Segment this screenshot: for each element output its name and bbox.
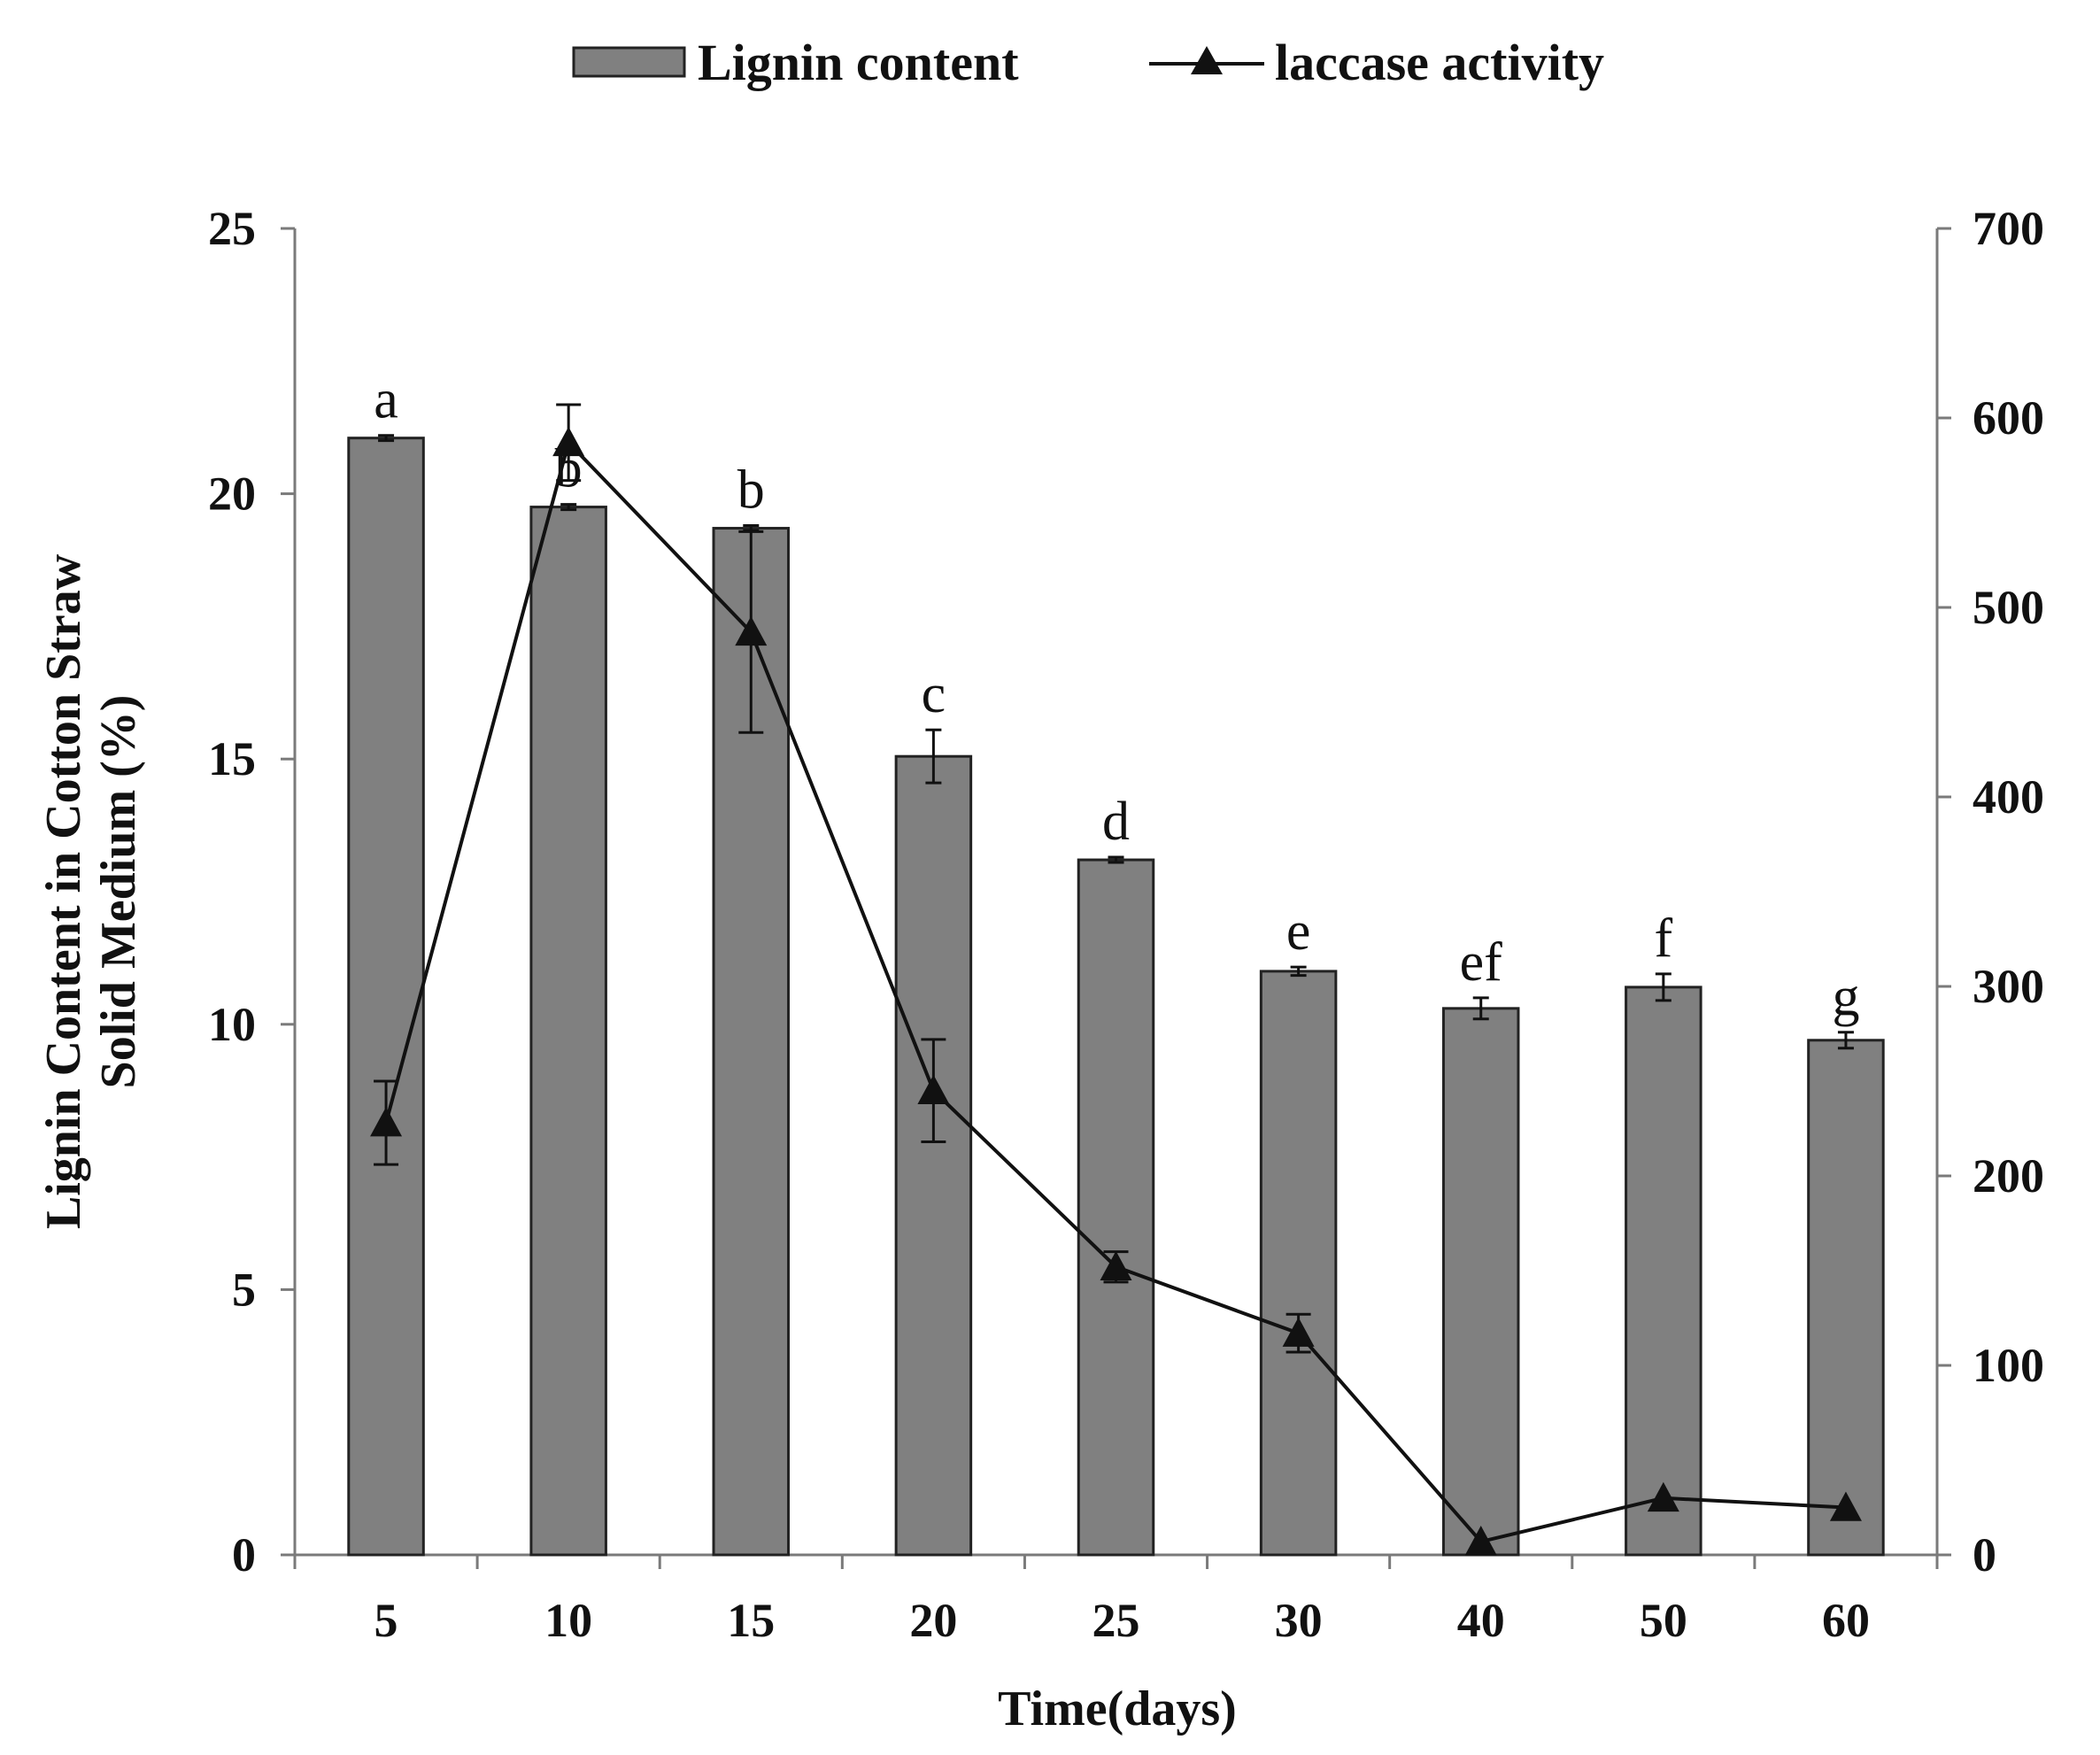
bar [529, 506, 607, 1557]
legend-bar-swatch [572, 46, 686, 78]
bar [1807, 1039, 1885, 1557]
left-y-tick-label: 10 [208, 998, 256, 1051]
bar [347, 437, 425, 1557]
left-y-tick-label: 25 [208, 202, 256, 255]
triangle-marker-icon [1829, 1491, 1862, 1521]
x-ticks: 5 10 15 20 25 30 40 50 60 [293, 1555, 1939, 1647]
right-y-tick-label: 200 [1973, 1149, 2044, 1202]
legend: Lignin content laccase activity [572, 34, 1604, 91]
y-axis-title-line-2: Solid Medium (%) [91, 695, 146, 1089]
significance-label: c [922, 664, 946, 724]
y-axis-title-line-1: Lignin Content in Cotton Straw [36, 553, 91, 1229]
right-y-tick-label: 100 [1973, 1339, 2044, 1392]
x-tick-label: 60 [1822, 1594, 1870, 1647]
significance-label: f [1655, 908, 1673, 969]
right-y-tick-label: 0 [1973, 1528, 1996, 1581]
triangle-marker-icon [1282, 1317, 1315, 1347]
bar [1077, 858, 1155, 1557]
left-y-tick-label: 0 [232, 1528, 256, 1581]
right-y-tick-label: 600 [1973, 391, 2044, 445]
left-y-tick-label: 5 [232, 1263, 256, 1316]
left-y-ticks: 0 5 10 15 20 25 [208, 202, 295, 1581]
bar [1259, 970, 1338, 1557]
x-tick-label: 5 [374, 1594, 398, 1647]
legend-bar-label: Lignin content [698, 34, 1019, 91]
significance-label: ef [1460, 932, 1503, 993]
triangle-marker-icon [1464, 1526, 1497, 1556]
significance-label: b [737, 460, 765, 521]
significance-label: e [1286, 901, 1311, 962]
x-tick-label: 40 [1457, 1594, 1505, 1647]
triangle-marker-icon [917, 1074, 950, 1104]
bar [1441, 1007, 1520, 1557]
right-y-tick-label: 700 [1973, 202, 2044, 255]
significance-label: d [1102, 792, 1130, 852]
triangle-marker-icon [370, 1107, 403, 1137]
triangle-marker-icon [1100, 1250, 1132, 1281]
right-y-tick-label: 500 [1973, 581, 2044, 634]
right-y-tick-label: 400 [1973, 770, 2044, 823]
significance-label: g [1832, 967, 1859, 1027]
legend-line-label: laccase activity [1275, 34, 1604, 91]
x-tick-label: 20 [909, 1594, 957, 1647]
triangle-marker-icon [735, 615, 768, 646]
x-tick-label: 10 [544, 1594, 592, 1647]
bar [894, 754, 973, 1557]
significance-label: a [374, 370, 398, 430]
x-axis-title: Time(days) [998, 1682, 1237, 1736]
x-tick-label: 25 [1092, 1594, 1140, 1647]
bar-series [347, 437, 1885, 1557]
right-y-ticks: 0 100 200 300 400 500 600 700 [1937, 202, 2044, 1581]
left-y-tick-label: 20 [208, 468, 256, 521]
line-series [370, 403, 1862, 1556]
left-y-tick-label: 15 [208, 732, 256, 785]
y-axis-title: Lignin Content in Cotton Straw Solid Med… [36, 553, 146, 1229]
right-y-tick-label: 300 [1973, 960, 2044, 1013]
legend-triangle-marker-icon [1191, 46, 1223, 74]
x-tick-label: 50 [1640, 1594, 1687, 1647]
x-tick-label: 15 [727, 1594, 775, 1647]
triangle-marker-icon [552, 426, 585, 457]
x-tick-label: 30 [1275, 1594, 1323, 1647]
triangle-marker-icon [1647, 1481, 1679, 1512]
bar [1625, 986, 1702, 1557]
